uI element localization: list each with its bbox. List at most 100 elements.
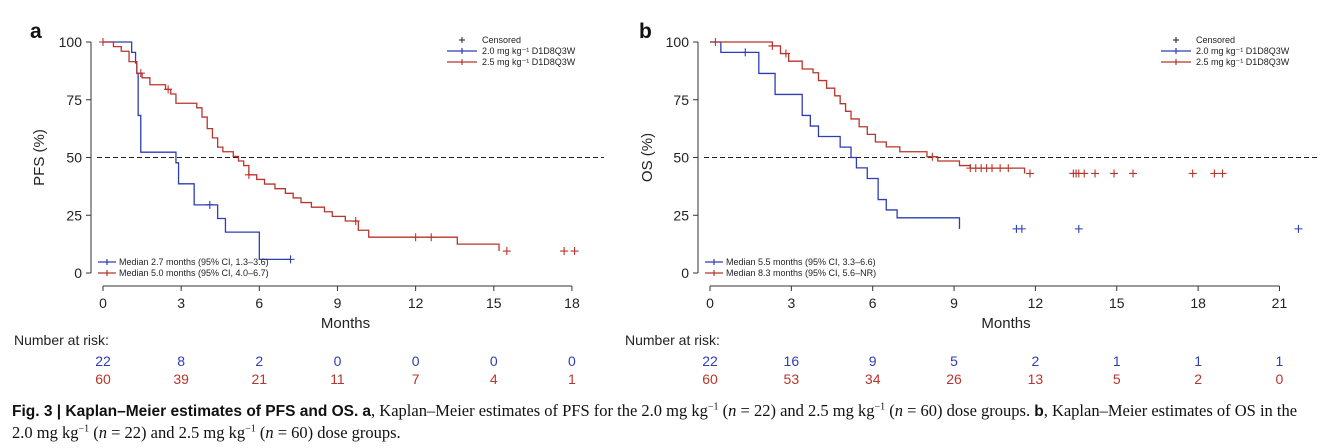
median-legend-label: Median 2.7 months (95% CI, 1.3–3.6) xyxy=(119,257,269,267)
censor-mark xyxy=(136,69,145,78)
y-tick-label: 50 xyxy=(66,150,82,166)
y-axis-label: PFS (%) xyxy=(31,129,48,186)
y-tick-label: 50 xyxy=(673,150,689,166)
censor-mark xyxy=(988,164,997,173)
censor-mark xyxy=(1218,169,1227,178)
risk-count: 11 xyxy=(330,371,345,387)
series-low-dose xyxy=(103,41,295,264)
risk-count: 0 xyxy=(334,353,342,369)
survival-curve xyxy=(710,41,1026,174)
censor-mark xyxy=(570,247,579,256)
censor-mark xyxy=(1080,169,1089,178)
x-tick-label: 0 xyxy=(706,295,714,311)
caption-superscript: −1 xyxy=(245,423,256,435)
caption-b-text-5: = 60) dose groups. xyxy=(273,423,401,442)
risk-count: 1 xyxy=(568,371,576,387)
censor-mark xyxy=(928,152,937,161)
caption-b-text-2: ( xyxy=(93,423,99,442)
risk-table-header: Number at risk: xyxy=(625,332,720,348)
y-tick-label: 75 xyxy=(673,92,689,108)
risk-count: 60 xyxy=(702,371,718,387)
censor-mark xyxy=(411,233,420,242)
risk-count: 7 xyxy=(412,371,420,387)
x-tick-label: 15 xyxy=(1109,295,1125,311)
risk-count: 39 xyxy=(173,371,189,387)
caption-panel-b-label: b xyxy=(1034,403,1044,420)
caption-a-text-1: , Kaplan–Meier estimates of PFS for the … xyxy=(371,401,708,420)
censor-mark xyxy=(741,48,750,57)
censor-mark xyxy=(768,41,777,50)
censor-legend-icon xyxy=(1173,37,1179,43)
caption-b-text-4: ( xyxy=(259,423,266,442)
censor-mark xyxy=(1091,169,1100,178)
risk-count: 53 xyxy=(784,371,800,387)
censor-mark xyxy=(286,255,295,264)
censor-mark xyxy=(560,247,569,256)
risk-count: 1 xyxy=(1113,353,1121,369)
risk-count: 13 xyxy=(1028,371,1044,387)
median-legend-label: Median 5.5 months (95% CI, 3.3–6.6) xyxy=(726,257,876,267)
caption-a-text-4: ( xyxy=(889,401,895,420)
x-tick-label: 6 xyxy=(869,295,877,311)
censor-mark xyxy=(1074,224,1083,233)
censor-mark xyxy=(351,217,360,226)
censor-mark xyxy=(1025,169,1034,178)
median-legend-label: Median 8.3 months (95% CI, 5.6–NR) xyxy=(726,268,876,278)
censor-mark xyxy=(205,200,214,209)
risk-count: 8 xyxy=(177,353,185,369)
risk-count: 5 xyxy=(950,353,958,369)
x-tick-label: 6 xyxy=(255,295,263,311)
x-tick-label: 0 xyxy=(99,295,107,311)
censor-mark xyxy=(996,164,1005,173)
censor-mark xyxy=(427,233,436,242)
y-tick-label: 100 xyxy=(59,34,83,50)
legend-entry-label: 2.5 mg kg⁻¹ D1D8Q3W xyxy=(482,57,576,67)
censor-mark xyxy=(1210,169,1219,178)
censor-mark xyxy=(1017,224,1026,233)
median-legend-label: Median 5.0 months (95% CI, 4.0–6.7) xyxy=(119,268,269,278)
y-axis-label: OS (%) xyxy=(639,133,656,182)
caption-superscript: −1 xyxy=(874,401,886,413)
legend-censored-label: Censored xyxy=(482,35,521,45)
risk-count: 16 xyxy=(784,353,800,369)
x-tick-label: 9 xyxy=(950,295,958,311)
risk-count: 4 xyxy=(490,371,498,387)
x-tick-label: 15 xyxy=(486,295,502,311)
risk-count: 2 xyxy=(1194,371,1202,387)
censor-mark xyxy=(711,38,720,46)
survival-curve xyxy=(710,41,961,229)
series-low-dose xyxy=(710,41,1303,233)
panel-letter: b xyxy=(639,20,652,43)
censor-mark xyxy=(99,38,107,46)
series-high-dose xyxy=(99,38,579,256)
caption-superscript: −1 xyxy=(78,423,90,435)
x-axis-label: Months xyxy=(981,315,1030,332)
survival-curve xyxy=(103,41,500,252)
y-tick-label: 25 xyxy=(66,207,82,223)
x-axis-label: Months xyxy=(321,315,370,332)
y-tick-label: 100 xyxy=(666,34,690,50)
risk-count: 34 xyxy=(865,371,881,387)
figure-caption: Fig. 3 | Kaplan–Meier estimates of PFS a… xyxy=(12,400,1312,443)
caption-a-text-5: = 60) dose groups. xyxy=(903,401,1031,420)
caption-a-text-3: = 22) and 2.5 mg kg xyxy=(736,401,875,420)
caption-superscript: −1 xyxy=(707,401,719,413)
risk-count: 9 xyxy=(869,353,877,369)
x-tick-label: 12 xyxy=(408,295,424,311)
censor-mark xyxy=(1188,169,1197,178)
caption-n-symbol: n xyxy=(728,401,737,420)
y-tick-label: 0 xyxy=(681,265,689,281)
x-tick-label: 3 xyxy=(787,295,795,311)
legend-entry-label: 2.0 mg kg⁻¹ D1D8Q3W xyxy=(1196,46,1290,56)
risk-count: 5 xyxy=(1113,371,1121,387)
y-tick-label: 75 xyxy=(66,92,82,108)
censor-mark xyxy=(781,49,790,58)
censor-mark xyxy=(244,170,253,179)
x-tick-label: 21 xyxy=(1272,295,1288,311)
caption-label: Fig. 3 | Kaplan–Meier estimates of PFS a… xyxy=(12,403,359,420)
survival-curve xyxy=(103,41,291,261)
risk-count: 0 xyxy=(412,353,420,369)
